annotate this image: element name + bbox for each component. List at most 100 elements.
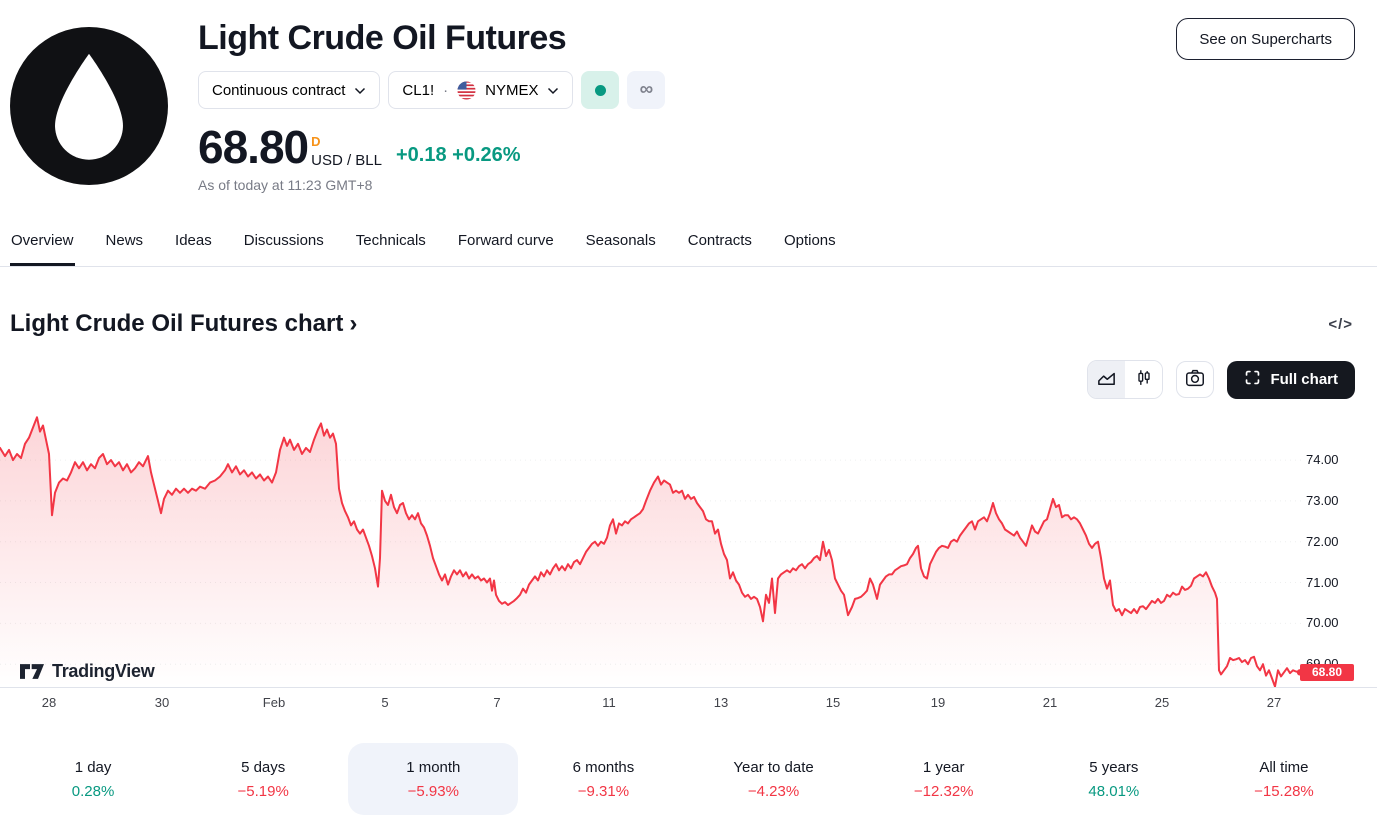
period-label: 1 day [74, 758, 112, 776]
candles-chart-type-button[interactable] [1125, 361, 1163, 398]
camera-icon [1184, 367, 1206, 392]
price-chart-svg[interactable] [0, 412, 1303, 687]
period-change-value: 48.01% [1088, 782, 1140, 800]
period-change-value: 0.28% [71, 782, 115, 800]
change-percent: +0.26% [452, 144, 521, 166]
price-unit: USD / BLL [311, 152, 382, 169]
tab-contracts[interactable]: Contracts [687, 232, 752, 249]
period-change-value: −4.23% [747, 782, 800, 800]
chevron-down-icon [547, 82, 559, 99]
period-label: 5 years [1089, 758, 1139, 776]
x-axis-label: 7 [493, 695, 501, 710]
period-label: Year to date [733, 758, 814, 776]
separator-dot: · [443, 81, 449, 99]
period-all-time[interactable]: All time −15.28% [1199, 743, 1369, 815]
x-axis-label: 15 [825, 695, 841, 710]
period-label: 1 month [406, 758, 461, 776]
y-axis-label: 74.00 [1306, 452, 1339, 468]
tradingview-watermark-label: TradingView [52, 661, 155, 681]
area-fill [0, 417, 1300, 687]
symbol-exchange-dropdown[interactable]: CL1! · NYMEX [388, 71, 574, 109]
exchange-label: NYMEX [485, 81, 539, 99]
period-change-value: −5.93% [407, 782, 459, 800]
period-change-value: −15.28% [1254, 782, 1314, 800]
fullscreen-icon [1244, 369, 1261, 390]
x-axis-label: Feb [262, 695, 286, 710]
infinity-icon: ∞ [639, 79, 654, 100]
period-label: 6 months [572, 758, 635, 776]
period-change-value: −5.19% [237, 782, 289, 800]
x-axis-label: 27 [1266, 695, 1282, 710]
tab-forward-curve[interactable]: Forward curve [457, 232, 554, 249]
x-axis-label: 21 [1042, 695, 1058, 710]
chevron-down-icon [354, 82, 366, 99]
x-axis-label: 25 [1154, 695, 1170, 710]
snapshot-button[interactable] [1176, 361, 1215, 398]
y-axis-label: 70.00 [1306, 615, 1339, 631]
change-absolute: +0.18 [396, 144, 447, 166]
tab-ideas[interactable]: Ideas [175, 232, 212, 249]
tab-discussions[interactable]: Discussions [243, 232, 324, 249]
market-open-dot-icon [594, 84, 606, 96]
see-on-supercharts-button[interactable]: See on Supercharts [1176, 18, 1355, 60]
tradingview-watermark[interactable]: TradingView [20, 661, 155, 682]
chevron-right-icon: › [349, 310, 358, 337]
x-axis-label: 5 [381, 695, 389, 710]
x-axis-divider [0, 687, 1377, 688]
last-price: 68.80 [198, 121, 309, 173]
area-chart-type-button[interactable] [1088, 361, 1126, 398]
area-chart-icon [1096, 368, 1117, 392]
symbol-label: CL1! [402, 81, 435, 99]
continuous-contract-button[interactable]: ∞ [627, 71, 666, 109]
price-line [0, 416, 1301, 687]
performance-period-bar: 1 day 0.28% 5 days −5.19% 1 month −5.93% 6 mon… [8, 743, 1369, 815]
tab-technicals[interactable]: Technicals [355, 232, 426, 249]
selector-row: Continuous contract CL1! · [198, 71, 1355, 109]
x-axis-label: 13 [713, 695, 729, 710]
period-label: 1 year [922, 758, 965, 776]
us-flag-icon [457, 80, 476, 100]
y-axis-label: 73.00 [1306, 492, 1339, 508]
tab-seasonals[interactable]: Seasonals [585, 232, 656, 249]
x-axis-label: 19 [930, 695, 946, 710]
page-title: Light Crude Oil Futures [198, 19, 567, 57]
tradingview-logo-icon [20, 664, 44, 679]
tab-overview[interactable]: Overview [10, 224, 75, 266]
period-label: 5 days [241, 758, 286, 776]
period-1-year[interactable]: 1 year −12.32% [859, 743, 1029, 815]
tab-news[interactable]: News [105, 232, 144, 249]
market-status-button[interactable] [581, 71, 620, 109]
chart-section-link[interactable]: Light Crude Oil Futures chart › [10, 310, 357, 338]
y-axis-label: 72.00 [1306, 533, 1339, 549]
contract-type-dropdown[interactable]: Continuous contract [198, 71, 381, 109]
contract-type-label: Continuous contract [212, 81, 346, 99]
as-of-timestamp: As of today at 11:23 GMT+8 [198, 177, 373, 193]
chart-section-title: Light Crude Oil Futures chart [10, 310, 344, 337]
x-axis-label: 30 [154, 695, 170, 710]
full-chart-button[interactable]: Full chart [1227, 360, 1355, 399]
period-1-month[interactable]: 1 month −5.93% [348, 743, 519, 815]
period-label: All time [1259, 758, 1309, 776]
last-price-badge: 68.80 [1300, 663, 1354, 681]
tab-options[interactable]: Options [783, 232, 836, 249]
price-change: +0.18 +0.26% [396, 144, 521, 168]
period-6-months[interactable]: 6 months −9.31% [518, 743, 688, 815]
x-axis-label: 28 [41, 695, 57, 710]
x-axis: 28 30 Feb 5 7 11 13 15 19 21 25 27 [0, 688, 1377, 718]
period-year-to-date[interactable]: Year to date −4.23% [689, 743, 859, 815]
oil-drop-logo [10, 27, 168, 185]
period-5-years[interactable]: 5 years 48.01% [1029, 743, 1199, 815]
period-change-value: −12.32% [913, 782, 974, 800]
period-change-value: −9.31% [577, 782, 630, 800]
chart-type-segmented-control [1087, 360, 1164, 399]
candlestick-icon [1134, 368, 1154, 391]
full-chart-label: Full chart [1270, 371, 1338, 388]
period-1-day[interactable]: 1 day 0.28% [8, 743, 178, 815]
chart-toolbar: Full chart [0, 360, 1355, 399]
y-axis-label: 71.00 [1306, 574, 1339, 590]
period-5-days[interactable]: 5 days −5.19% [178, 743, 348, 815]
embed-code-icon[interactable]: </> [1328, 315, 1353, 333]
price-row: 68.80 D USD / BLL +0.18 +0.26% [198, 121, 1355, 173]
delayed-data-flag: D [311, 134, 321, 149]
